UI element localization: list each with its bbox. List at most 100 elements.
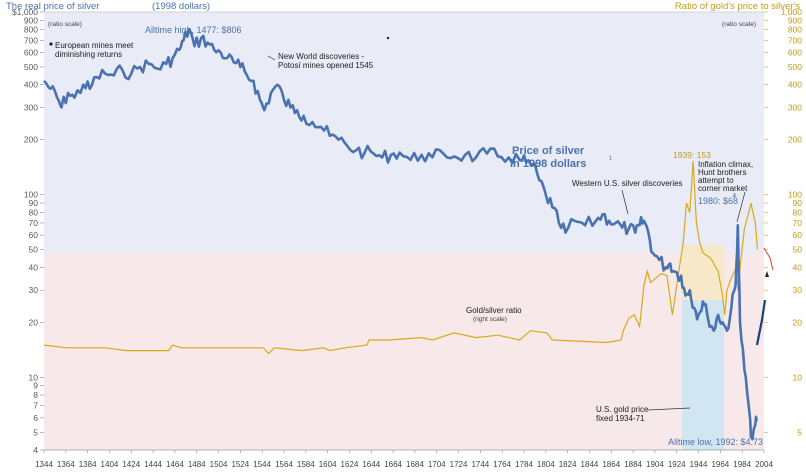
new-world-leader xyxy=(267,55,276,61)
x-tick-label: 1764 xyxy=(493,460,511,469)
left-tick-label: 400 xyxy=(24,80,38,90)
western-us-label: Western U.S. silver discoveries xyxy=(572,179,683,188)
european-mines-label-2: diminishing returns xyxy=(55,50,122,59)
x-axis: 1344 1364 1384 1404 1424 1444 1464 1484 1504 1524… xyxy=(35,450,773,469)
silver-1980-note-mark: ² xyxy=(733,192,736,201)
plus-marker xyxy=(386,36,390,40)
right-tick-label: 80 xyxy=(793,207,803,217)
western-leader xyxy=(621,189,629,215)
x-tick-label: 1844 xyxy=(581,460,599,469)
left-tick-label: 9 xyxy=(33,381,38,391)
price-series-label-2: in 1998 dollars xyxy=(510,158,586,170)
price-series-note-mark: ¹ xyxy=(609,154,612,164)
x-tick-label: 1904 xyxy=(646,460,664,469)
x-tick-label: 1864 xyxy=(602,460,620,469)
left-tick-label: 60 xyxy=(29,230,39,240)
right-tick-label: 200 xyxy=(788,135,802,145)
us-gold-fixed-label-2: fixed 1934-71 xyxy=(596,414,645,423)
x-tick-label: 1344 xyxy=(35,460,53,469)
left-tick-label: 4 xyxy=(33,445,38,455)
right-tick-label: 600 xyxy=(788,48,802,58)
european-marker xyxy=(49,42,53,46)
us-gold-leader xyxy=(647,407,691,411)
left-tick-label: 90 xyxy=(29,198,39,208)
right-tick-label: 50 xyxy=(793,245,803,255)
left-tick-label: 100 xyxy=(24,190,38,200)
silver-price-line xyxy=(43,27,758,441)
us-gold-fixed-label-1: U.S. gold price xyxy=(596,405,649,414)
left-tick-label: 300 xyxy=(24,103,38,113)
gold-fixed-period-shade-bottom xyxy=(682,300,724,450)
recent-silver-segment xyxy=(755,299,767,346)
inflation-label-1: Inflation climax, xyxy=(698,160,753,169)
x-tick-label: 1584 xyxy=(297,460,315,469)
right-tick-label: 1,000 xyxy=(781,7,803,17)
left-tick-label: 700 xyxy=(24,35,38,45)
right-tick-label: 20 xyxy=(793,317,803,327)
x-tick-label: 1744 xyxy=(471,460,489,469)
inflation-label-2: Hunt brothers xyxy=(698,168,746,177)
right-axis-title: Ratio of gold's price to silver's xyxy=(675,1,800,12)
right-tick-label: 900 xyxy=(788,15,802,25)
left-tick-label: 500 xyxy=(24,62,38,72)
lower-shaded-band xyxy=(44,253,764,450)
x-tick-label: 1804 xyxy=(537,460,555,469)
inflation-label-4: corner market xyxy=(698,184,748,193)
right-scale-note: (ratio scale) xyxy=(722,21,756,28)
x-tick-label: 1524 xyxy=(231,460,249,469)
x-tick-label: 1364 xyxy=(57,460,75,469)
x-tick-label: 1544 xyxy=(253,460,271,469)
right-tick-label: 40 xyxy=(793,262,803,272)
price-series-label-1: Price of silver xyxy=(512,145,585,157)
x-tick-label: 1464 xyxy=(166,460,184,469)
ratio-1939-label: 1939: 153 xyxy=(673,150,711,160)
x-tick-label: 1964 xyxy=(711,460,729,469)
left-scale-note: (ratio scale) xyxy=(48,21,82,28)
recent-ratio-segment xyxy=(763,247,774,271)
x-tick-label: 1444 xyxy=(144,460,162,469)
x-tick-label: 1624 xyxy=(341,460,359,469)
upper-shaded-band xyxy=(44,12,764,253)
x-tick-label: 1884 xyxy=(624,460,642,469)
new-world-label-1: New World discoveries - xyxy=(278,52,364,61)
left-tick-label: 20 xyxy=(29,317,39,327)
left-tick-label: 200 xyxy=(24,135,38,145)
x-tick-label: 1784 xyxy=(515,460,533,469)
left-tick-label: 30 xyxy=(29,285,39,295)
gold-silver-ratio-label-2: (right scale) xyxy=(473,316,507,323)
alltime-low-label: Alltime low, 1992: $4.73 xyxy=(668,437,763,447)
right-tick-label: 60 xyxy=(793,230,803,240)
left-tick-label: 6 xyxy=(33,413,38,423)
x-tick-label: 1924 xyxy=(668,460,686,469)
right-tick-label: 5 xyxy=(797,427,802,437)
right-tick-label: 70 xyxy=(793,218,803,228)
european-mines-label-1: European mines meet xyxy=(55,41,134,50)
x-tick-label: 1604 xyxy=(319,460,337,469)
left-tick-label: 900 xyxy=(24,15,38,25)
left-tick-label: 70 xyxy=(29,218,39,228)
x-tick-label: 1724 xyxy=(450,460,468,469)
gold-silver-ratio-label-1: Gold/silver ratio xyxy=(466,306,522,315)
x-tick-label: 1564 xyxy=(275,460,293,469)
right-tick-label: 300 xyxy=(788,103,802,113)
left-tick-label: 80 xyxy=(29,207,39,217)
left-axis-subtitle: (1998 dollars) xyxy=(152,1,210,12)
inflation-leader xyxy=(736,191,746,223)
right-tick-label: 90 xyxy=(793,198,803,208)
left-tick-label: 10 xyxy=(29,372,39,382)
x-tick-label: 1664 xyxy=(384,460,402,469)
left-tick-label: 40 xyxy=(29,262,39,272)
silver-1980-label: 1980: $68 xyxy=(698,196,738,206)
left-tick-label: 7 xyxy=(33,401,38,411)
x-tick-label: 1504 xyxy=(210,460,228,469)
left-tick-label: 8 xyxy=(33,390,38,400)
left-tick-label: 5 xyxy=(33,427,38,437)
x-tick-label: 2004 xyxy=(755,460,773,469)
x-tick-label: 1944 xyxy=(690,460,708,469)
left-axis-title: The real price of silver xyxy=(6,1,99,12)
ratio-end-marker xyxy=(765,271,769,277)
